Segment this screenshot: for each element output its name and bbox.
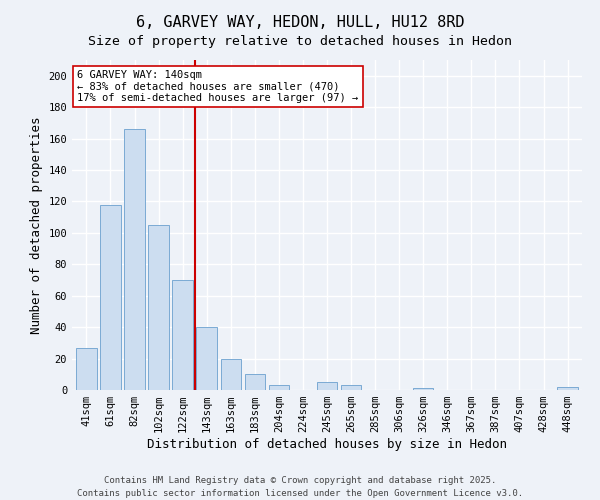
Bar [148, 225, 169, 390]
Text: Size of property relative to detached houses in Hedon: Size of property relative to detached ho… [88, 35, 512, 48]
Y-axis label: Number of detached properties: Number of detached properties [30, 116, 43, 334]
Text: 6 GARVEY WAY: 140sqm
← 83% of detached houses are smaller (470)
17% of semi-deta: 6 GARVEY WAY: 140sqm ← 83% of detached h… [77, 70, 358, 103]
X-axis label: Distribution of detached houses by size in Hedon: Distribution of detached houses by size … [147, 438, 507, 451]
Text: Contains HM Land Registry data © Crown copyright and database right 2025.
Contai: Contains HM Land Registry data © Crown c… [77, 476, 523, 498]
Bar [172, 280, 193, 390]
Bar [100, 204, 121, 390]
Bar [221, 358, 241, 390]
Bar [317, 382, 337, 390]
Bar [413, 388, 433, 390]
Bar [124, 129, 145, 390]
Text: 6, GARVEY WAY, HEDON, HULL, HU12 8RD: 6, GARVEY WAY, HEDON, HULL, HU12 8RD [136, 15, 464, 30]
Bar [196, 327, 217, 390]
Bar [557, 387, 578, 390]
Bar [245, 374, 265, 390]
Bar [341, 386, 361, 390]
Bar [269, 386, 289, 390]
Bar [76, 348, 97, 390]
